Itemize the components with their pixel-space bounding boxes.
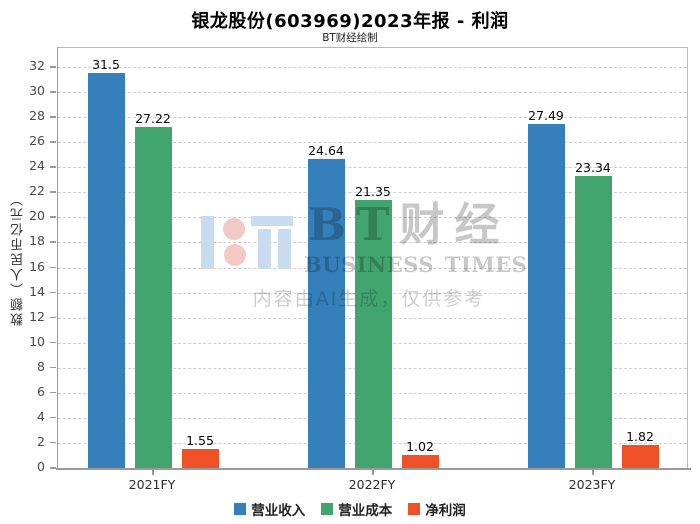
gridline (58, 142, 687, 144)
gridline (58, 92, 687, 94)
y-tick-label: 8 (37, 358, 45, 374)
x-tick-label: 2023FY (568, 477, 616, 492)
legend-label: 净利润 (425, 503, 466, 519)
x-tick-mark (592, 470, 594, 475)
bar-value-label: 27.22 (135, 110, 171, 126)
bar-净利润-2022FY (401, 455, 439, 468)
y-tick-label: 22 (29, 183, 45, 199)
x-tick-label: 2021FY (128, 477, 176, 492)
y-tick-label: 26 (29, 133, 45, 149)
bar-净利润-2023FY (621, 445, 659, 468)
legend-marker-icon (321, 503, 334, 515)
gridline (58, 192, 687, 194)
bt-logo-t-icon (258, 229, 271, 269)
legend-item-净利润: 净利润 (408, 499, 466, 519)
y-tick-label: 24 (29, 158, 45, 174)
y-tick-label: 16 (29, 258, 45, 274)
bt-logo-t-icon (278, 229, 291, 269)
y-tick-label: 30 (29, 83, 45, 99)
gridline (58, 167, 687, 169)
bar-value-label: 21.35 (355, 184, 391, 200)
legend-marker-icon (408, 503, 421, 515)
y-tick-mark (50, 266, 56, 268)
gridline (58, 117, 687, 119)
bar-value-label: 1.82 (626, 429, 654, 445)
y-tick-mark (50, 391, 56, 394)
gridline (58, 67, 687, 68)
bar-value-label: 24.64 (308, 143, 344, 159)
bar-value-label: 27.49 (528, 107, 564, 123)
bar-value-label: 1.02 (406, 439, 434, 455)
bar-value-label: 1.55 (186, 432, 214, 448)
x-tick-mark (372, 470, 374, 475)
bar-value-label: 31.5 (92, 57, 120, 73)
y-tick-label: 32 (29, 58, 45, 73)
y-tick-label: 6 (37, 383, 45, 399)
legend-label: 营业成本 (338, 503, 393, 519)
y-tick-mark (50, 441, 56, 444)
bt-logo-dot-icon (224, 244, 246, 266)
y-tick-mark (50, 66, 56, 68)
bar-净利润-2021FY (181, 448, 219, 468)
chart-subtitle: BT财经绘制 (322, 32, 378, 44)
x-axis-line (56, 467, 691, 470)
y-tick-mark (50, 467, 56, 469)
legend-marker-icon (234, 503, 247, 515)
chart-title: 银龙股份(603969)2023年报 - 利润 (191, 11, 509, 32)
x-tick-label: 2022FY (348, 477, 396, 492)
legend-item-营业成本: 营业成本 (321, 499, 392, 519)
legend: 营业收入 营业成本 净利润 (0, 499, 700, 519)
y-tick-mark (50, 291, 56, 294)
legend-label: 营业收入 (251, 503, 306, 519)
y-tick-label: 2 (37, 433, 45, 449)
bar-营业收入-2021FY (87, 73, 125, 468)
y-tick-mark (50, 191, 56, 193)
bar-营业成本-2021FY (134, 126, 172, 468)
y-tick-label: 4 (37, 408, 45, 424)
plot-area: BT财经 BUSINESS TIMES 内容由AI生成，仅供参考 31.5 27.… (56, 47, 691, 470)
y-tick-label: 0 (37, 459, 45, 474)
y-axis: 0 2 4 6 8 10 12 14 16 18 20 22 24 26 28 30 32 (0, 47, 57, 474)
bar-营业成本-2023FY (574, 175, 612, 468)
bt-logo-dot-icon (223, 218, 245, 240)
y-tick-label: 28 (29, 108, 45, 124)
y-tick-mark (50, 216, 56, 218)
y-tick-mark (50, 366, 56, 369)
x-tick-mark (152, 470, 154, 475)
y-tick-label: 18 (29, 233, 45, 249)
y-tick-mark (50, 241, 56, 243)
y-tick-mark (50, 141, 56, 143)
y-tick-mark (50, 341, 56, 344)
y-tick-mark (50, 116, 56, 118)
y-tick-label: 10 (29, 333, 45, 349)
bar-营业收入-2022FY (307, 159, 345, 468)
legend-item-营业收入: 营业收入 (234, 499, 305, 519)
bar-营业成本-2022FY (354, 200, 392, 468)
y-tick-mark (50, 91, 56, 93)
y-tick-mark (50, 166, 56, 168)
y-tick-mark (50, 316, 56, 319)
x-axis: 2021FY 2022FY 2023FY (57, 470, 688, 500)
y-tick-label: 12 (29, 308, 45, 324)
bar-value-label: 23.34 (575, 159, 611, 175)
y-tick-mark (50, 416, 56, 419)
bar-营业收入-2023FY (527, 123, 565, 468)
y-tick-label: 20 (29, 208, 45, 224)
y-tick-label: 14 (29, 283, 45, 299)
